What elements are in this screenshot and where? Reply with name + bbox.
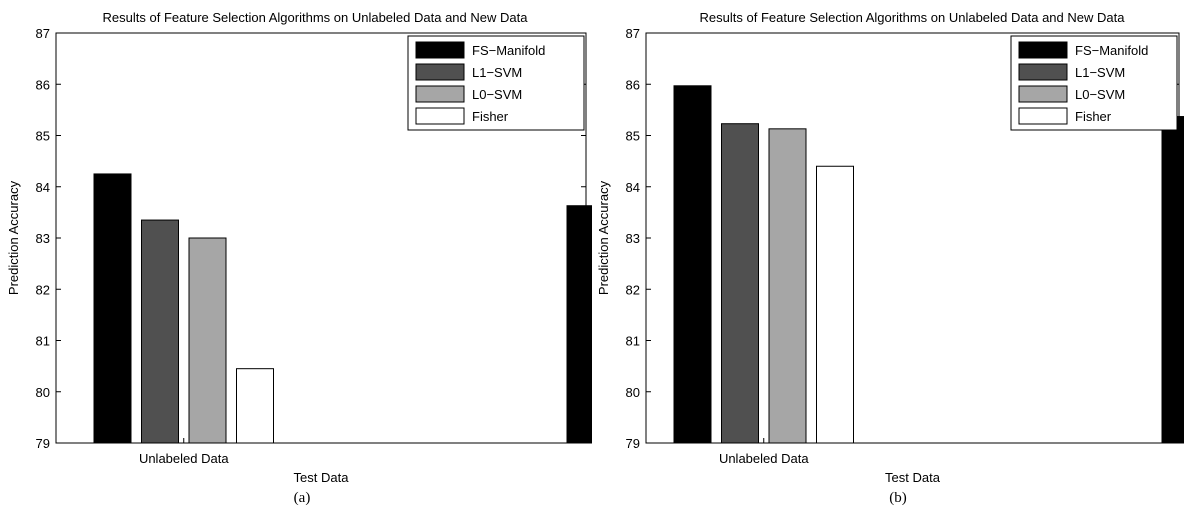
panel-caption-b: (b): [889, 490, 907, 506]
chart-b-bar: [673, 85, 712, 444]
chart-a-ytick-label: 80: [36, 385, 50, 400]
chart-b-legend-swatch: [1018, 85, 1068, 103]
chart-a-ytick-label: 82: [36, 282, 50, 297]
chart-b-legend-label: L0−SVM: [1075, 87, 1125, 102]
chart-b-title: Results of Feature Selection Algorithms …: [700, 10, 1126, 25]
chart-a-legend-label: FS−Manifold: [472, 43, 545, 58]
chart-b-legend-label: FS−Manifold: [1075, 43, 1148, 58]
chart-a-legend-swatch: [415, 85, 465, 103]
chart-b-ytick-label: 85: [626, 129, 640, 144]
chart-a-ytick-label: 83: [36, 231, 50, 246]
chart-a-bar: [141, 219, 179, 444]
chart-a-svg: Results of Feature Selection Algorithms …: [6, 10, 592, 485]
chart-b-ytick-label: 80: [626, 385, 640, 400]
chart-a-ytick-label: 84: [36, 180, 50, 195]
chart-b-ytick-label: 87: [626, 26, 640, 41]
chart-a-legend-swatch: [415, 107, 465, 125]
chart-b-bar: [816, 165, 854, 444]
chart-b-bar: [768, 128, 807, 444]
chart-b-ytick-label: 81: [626, 334, 640, 349]
chart-b-ytick-label: 83: [626, 231, 640, 246]
chart-panel-b: Results of Feature Selection Algorithms …: [592, 0, 1184, 517]
chart-b-xlabel: Test Data: [885, 470, 941, 485]
chart-a-legend-swatch: [415, 63, 465, 81]
chart-b-legend-swatch: [1018, 41, 1068, 59]
chart-a-ytick-label: 79: [36, 436, 50, 451]
chart-a-ytick-label: 81: [36, 334, 50, 349]
chart-a-legend-label: L0−SVM: [472, 87, 522, 102]
chart-a-ytick-label: 87: [36, 26, 50, 41]
chart-b-svg: Results of Feature Selection Algorithms …: [596, 10, 1184, 485]
chart-a-legend-label: Fisher: [472, 109, 509, 124]
chart-b-ytick-label: 79: [626, 436, 640, 451]
chart-panel-a: Results of Feature Selection Algorithms …: [6, 10, 592, 506]
chart-a-bar: [93, 173, 132, 444]
chart-b-bar: [1161, 116, 1184, 444]
chart-a-legend-swatch: [415, 41, 465, 59]
chart-b-ytick-label: 82: [626, 282, 640, 297]
chart-b-ytick-label: 84: [626, 180, 640, 195]
chart-a-bar: [188, 237, 227, 444]
chart-b-legend-swatch: [1018, 107, 1068, 125]
panel-caption-a: (a): [293, 490, 311, 506]
chart-a-legend-label: L1−SVM: [472, 65, 522, 80]
chart-b-ytick-label: 86: [626, 77, 640, 92]
chart-a-bar: [236, 368, 274, 444]
chart-b-legend-label: Fisher: [1075, 109, 1112, 124]
chart-a-title: Results of Feature Selection Algorithms …: [103, 10, 529, 25]
chart-a-ytick-label: 86: [36, 77, 50, 92]
chart-b-xtick-label: Unlabeled Data: [719, 451, 809, 466]
chart-b-legend-label: L1−SVM: [1075, 65, 1125, 80]
chart-a-bar: [566, 205, 592, 444]
chart-b-bar: [721, 123, 759, 444]
chart-a-ytick-label: 85: [36, 129, 50, 144]
chart-b-legend-swatch: [1018, 63, 1068, 81]
chart-a-xtick-label: Unlabeled Data: [139, 451, 229, 466]
chart-b-ylabel: Prediction Accuracy: [596, 180, 611, 295]
chart-a-xlabel: Test Data: [294, 470, 350, 485]
chart-a-ylabel: Prediction Accuracy: [6, 180, 21, 295]
